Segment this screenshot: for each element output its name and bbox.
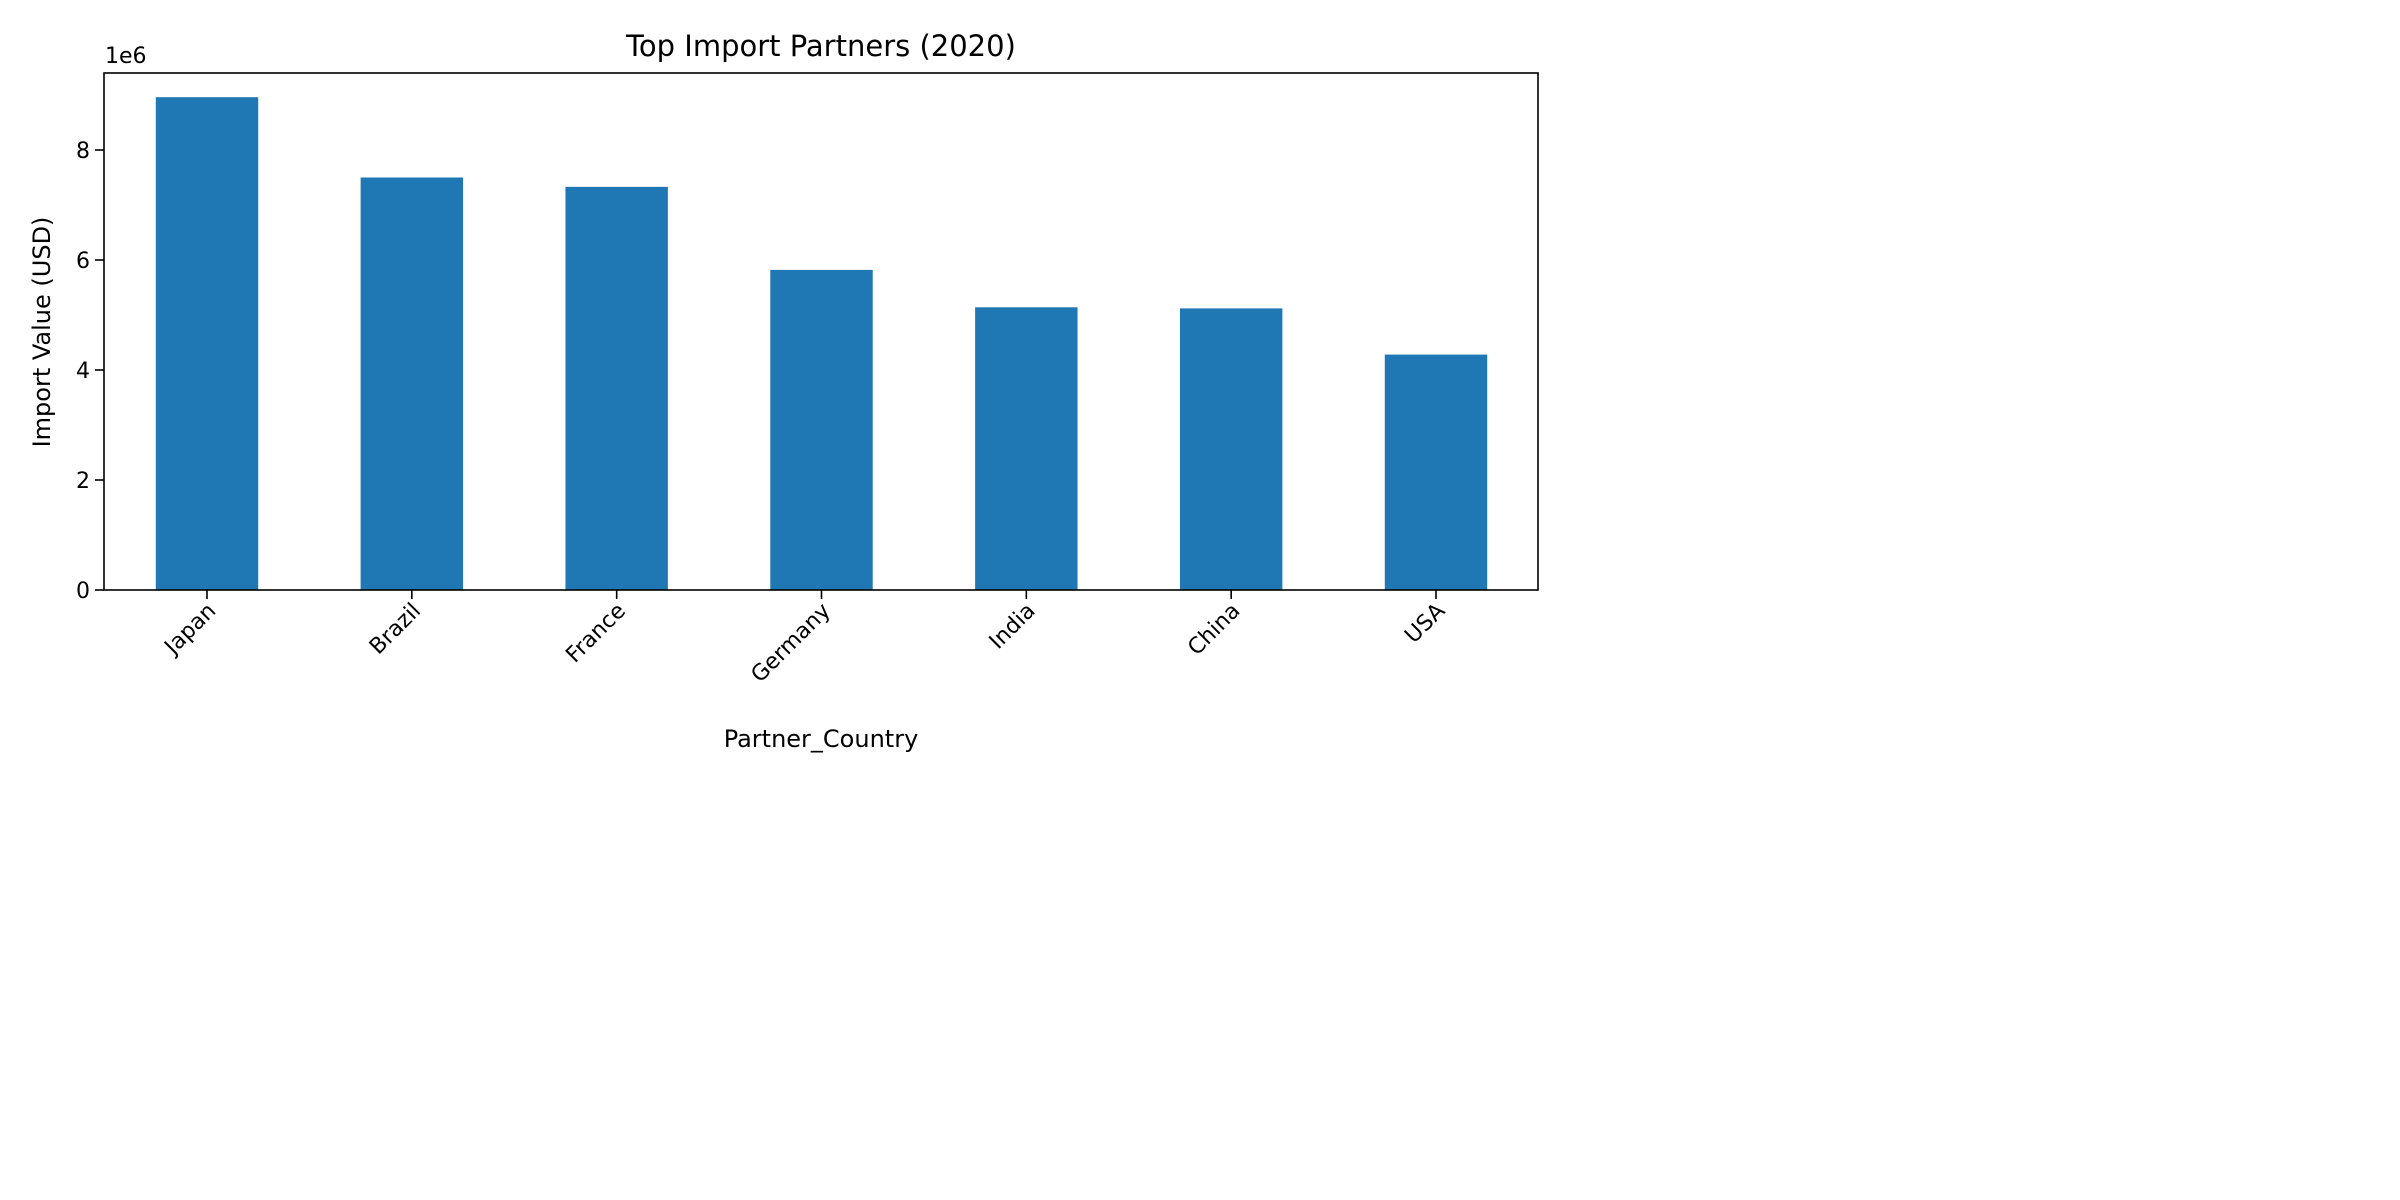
y-tick-label: 8 xyxy=(76,139,90,164)
chart-title: Top Import Partners (2020) xyxy=(625,29,1016,63)
x-tick-label: Brazil xyxy=(365,599,426,660)
y-tick-label: 2 xyxy=(76,469,90,494)
x-tick-label: China xyxy=(1183,599,1245,661)
x-tick-label: India xyxy=(985,599,1041,655)
bar-japan xyxy=(155,97,259,590)
y-tick-label: 4 xyxy=(76,359,90,384)
x-tick-label: Japan xyxy=(159,599,221,661)
x-tick-label: France xyxy=(562,599,631,668)
bar-germany xyxy=(770,269,873,590)
y-ticks-group: 0 2 4 6 8 xyxy=(76,139,104,604)
bar-usa xyxy=(1384,354,1488,590)
y-tick-label: 0 xyxy=(76,579,90,604)
x-axis-label: Partner_Country xyxy=(724,725,919,753)
bar-china xyxy=(1179,308,1283,590)
bar-india xyxy=(975,307,1078,590)
y-tick-label: 6 xyxy=(76,249,90,274)
x-tick-label: Germany xyxy=(747,599,836,688)
bar-france xyxy=(565,186,668,590)
bars-group xyxy=(155,97,1488,590)
y-axis-label: Import Value (USD) xyxy=(28,217,56,448)
bar-chart: Top Import Partners (2020) 1e6 Import Va… xyxy=(28,29,1539,753)
x-ticks-group: Japan Brazil France Germany India China USA xyxy=(159,590,1450,688)
bar-brazil xyxy=(360,177,464,590)
plot-frame xyxy=(103,72,1539,591)
y-scale-label: 1e6 xyxy=(105,44,147,69)
x-tick-label: USA xyxy=(1400,599,1450,649)
